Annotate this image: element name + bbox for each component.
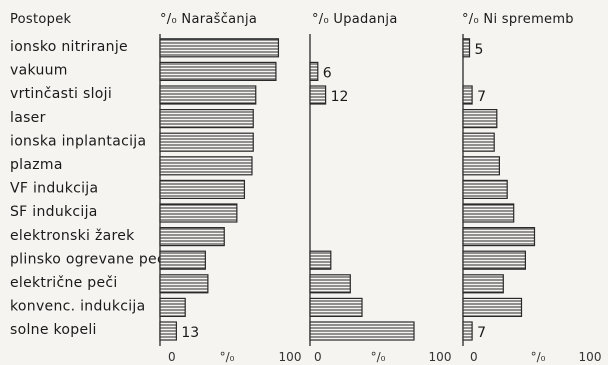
x-tick-label: 0 — [168, 350, 176, 364]
bar — [159, 132, 254, 152]
bar — [159, 274, 209, 294]
x-tick-label: 0 — [314, 350, 322, 364]
panel-title: °/₀ Upadanja — [312, 12, 398, 27]
bar — [462, 179, 508, 199]
panel-title: °/₀ Naraščanja — [160, 12, 257, 27]
bar — [462, 297, 523, 317]
data-label: 7 — [477, 89, 486, 105]
bar — [159, 321, 177, 341]
bar — [159, 61, 277, 82]
panel-title: °/₀ Ni sprememb — [462, 12, 574, 27]
bar — [159, 38, 280, 58]
bar — [462, 274, 504, 294]
data-label: 6 — [323, 65, 332, 81]
category-label: električne peči — [10, 275, 118, 291]
category-label: plinsko ogrevane peči — [10, 251, 169, 267]
category-label: laser — [10, 110, 46, 126]
x-tick-label: 100 — [579, 350, 602, 364]
bar — [309, 61, 319, 82]
data-label: 13 — [181, 325, 199, 341]
x-tick-label: °/₀ — [531, 350, 546, 364]
bar — [159, 297, 186, 317]
bar — [462, 156, 501, 176]
bar — [309, 274, 351, 294]
bar — [159, 203, 238, 223]
bar — [159, 156, 253, 176]
data-label: 7 — [477, 325, 486, 341]
category-label: konvenc. indukcija — [10, 299, 146, 315]
x-tick-label: 100 — [429, 350, 452, 364]
bar — [309, 297, 363, 317]
category-label: elektronski žarek — [10, 228, 135, 244]
bar — [462, 203, 515, 223]
bar — [309, 85, 327, 105]
x-tick-label: 0 — [470, 350, 478, 364]
bar — [462, 321, 473, 341]
category-label: solne kopeli — [10, 322, 97, 338]
x-tick-label: °/₀ — [220, 350, 235, 364]
bar — [159, 250, 206, 270]
bar — [159, 85, 257, 105]
x-tick-label: °/₀ — [371, 350, 386, 364]
category-label: plazma — [10, 157, 63, 173]
category-label: SF indukcija — [10, 204, 98, 220]
bar — [309, 250, 332, 270]
bar — [159, 227, 225, 247]
bar — [159, 179, 246, 199]
bar — [159, 108, 254, 129]
category-label: ionska inplantacija — [10, 133, 146, 149]
data-label: 5 — [475, 42, 484, 58]
data-label: 12 — [331, 89, 349, 105]
bar — [462, 227, 536, 247]
bar — [462, 132, 495, 152]
bar — [462, 85, 473, 105]
category-label: vakuum — [10, 63, 68, 79]
bar — [462, 38, 471, 58]
category-label: vrtinčasti sloji — [10, 86, 112, 102]
x-tick-label: 100 — [279, 350, 302, 364]
category-header: Postopek — [10, 12, 72, 27]
category-label: ionsko nitriranje — [10, 39, 128, 55]
category-label: VF indukcija — [10, 181, 98, 197]
bar — [309, 321, 415, 341]
bar — [462, 108, 498, 129]
bar — [462, 250, 527, 270]
